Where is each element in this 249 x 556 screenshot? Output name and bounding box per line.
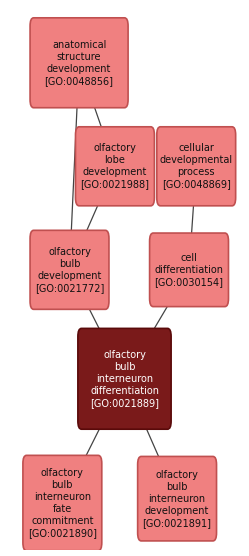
FancyBboxPatch shape — [150, 233, 229, 306]
FancyBboxPatch shape — [75, 127, 154, 206]
Text: cell
differentiation
[GO:0030154]: cell differentiation [GO:0030154] — [155, 253, 224, 287]
Text: cellular
developmental
process
[GO:0048869]: cellular developmental process [GO:00488… — [160, 143, 233, 189]
Text: olfactory
bulb
development
[GO:0021772]: olfactory bulb development [GO:0021772] — [35, 247, 104, 293]
Text: anatomical
structure
development
[GO:0048856]: anatomical structure development [GO:004… — [45, 40, 114, 86]
Text: olfactory
lobe
development
[GO:0021988]: olfactory lobe development [GO:0021988] — [80, 143, 149, 189]
FancyBboxPatch shape — [138, 456, 217, 541]
FancyBboxPatch shape — [23, 455, 102, 550]
Text: olfactory
bulb
interneuron
development
[GO:0021891]: olfactory bulb interneuron development [… — [143, 470, 212, 528]
FancyBboxPatch shape — [30, 230, 109, 309]
FancyBboxPatch shape — [30, 18, 128, 108]
Text: olfactory
bulb
interneuron
differentiation
[GO:0021889]: olfactory bulb interneuron differentiati… — [90, 350, 159, 408]
FancyBboxPatch shape — [78, 329, 171, 429]
Text: olfactory
bulb
interneuron
fate
commitment
[GO:0021890]: olfactory bulb interneuron fate commitme… — [28, 468, 97, 538]
FancyBboxPatch shape — [157, 127, 236, 206]
